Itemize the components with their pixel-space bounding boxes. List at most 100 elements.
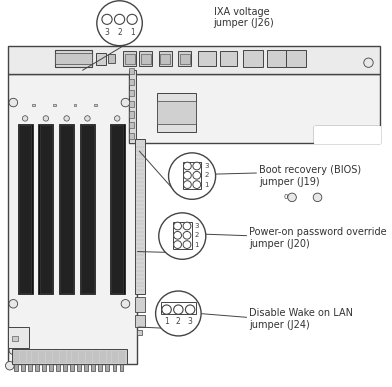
Bar <box>178 51 191 66</box>
Text: Boot recovery (BIOS)
jumper (J19): Boot recovery (BIOS) jumper (J19) <box>259 165 361 187</box>
Bar <box>135 315 145 327</box>
Text: 3: 3 <box>105 28 109 37</box>
Text: 2: 2 <box>117 28 122 37</box>
Bar <box>53 104 56 106</box>
Circle shape <box>193 171 201 179</box>
Circle shape <box>5 361 14 370</box>
Bar <box>183 162 201 189</box>
Circle shape <box>121 300 130 308</box>
Circle shape <box>183 222 191 230</box>
Circle shape <box>156 291 201 336</box>
Text: 1: 1 <box>164 317 169 326</box>
Text: 2: 2 <box>176 317 181 326</box>
Bar <box>157 101 196 124</box>
Bar <box>129 70 136 143</box>
Circle shape <box>102 14 112 24</box>
Circle shape <box>114 116 120 121</box>
Bar <box>220 51 237 66</box>
Bar <box>12 336 18 341</box>
Bar <box>267 50 286 67</box>
Circle shape <box>183 162 191 170</box>
Bar <box>198 51 216 66</box>
Text: 2: 2 <box>194 232 199 238</box>
Text: IXA voltage
jumper (J26): IXA voltage jumper (J26) <box>214 7 274 28</box>
Circle shape <box>193 181 201 188</box>
Text: Power-on password override
jumper (J20): Power-on password override jumper (J20) <box>249 227 387 249</box>
Bar <box>18 124 33 294</box>
Bar <box>19 125 31 293</box>
Circle shape <box>193 162 201 170</box>
Bar <box>139 51 152 66</box>
Text: Disable Wake on LAN
jumper (J24): Disable Wake on LAN jumper (J24) <box>249 308 353 330</box>
Circle shape <box>288 193 296 202</box>
Bar <box>129 74 380 143</box>
Bar <box>32 104 35 106</box>
Bar <box>8 46 380 74</box>
Bar <box>28 364 32 371</box>
Bar <box>63 364 67 371</box>
Bar <box>161 302 196 314</box>
Circle shape <box>183 241 191 248</box>
Bar <box>159 51 172 66</box>
Circle shape <box>169 153 216 199</box>
Bar <box>129 68 134 74</box>
Bar <box>137 330 142 335</box>
Bar <box>111 125 123 293</box>
Bar <box>113 364 116 371</box>
Circle shape <box>185 305 195 314</box>
Bar <box>135 297 145 312</box>
Circle shape <box>183 231 191 239</box>
Circle shape <box>159 213 206 259</box>
Circle shape <box>9 300 18 308</box>
Bar <box>84 364 88 371</box>
Bar <box>94 104 97 106</box>
Circle shape <box>364 58 373 67</box>
Bar <box>8 74 137 364</box>
Circle shape <box>85 116 90 121</box>
Bar <box>129 79 134 85</box>
Bar <box>180 54 190 64</box>
Bar <box>125 54 135 64</box>
Bar <box>80 124 95 294</box>
Bar <box>60 125 73 293</box>
Bar <box>21 364 25 371</box>
Bar <box>56 364 60 371</box>
Bar <box>243 50 263 67</box>
Bar <box>120 364 123 371</box>
Circle shape <box>121 98 130 107</box>
Bar <box>286 50 306 67</box>
Bar <box>129 133 134 139</box>
Text: 1: 1 <box>204 182 209 188</box>
Bar <box>129 101 134 107</box>
Bar <box>81 125 94 293</box>
Circle shape <box>22 116 28 121</box>
Bar <box>8 327 29 348</box>
Text: 2: 2 <box>204 172 209 178</box>
Bar <box>38 124 53 294</box>
Bar <box>42 364 46 371</box>
Bar <box>12 349 127 364</box>
Text: 3: 3 <box>188 317 192 326</box>
Bar <box>74 104 76 106</box>
Circle shape <box>174 241 181 248</box>
Bar <box>91 364 95 371</box>
Bar <box>135 139 145 294</box>
Text: 0: 0 <box>283 194 288 200</box>
Bar <box>129 111 134 118</box>
Circle shape <box>97 1 142 46</box>
Bar <box>98 364 102 371</box>
Circle shape <box>127 14 137 24</box>
Bar <box>108 54 115 63</box>
Text: 3: 3 <box>194 223 199 229</box>
Bar <box>70 364 74 371</box>
Circle shape <box>43 116 49 121</box>
Bar <box>123 51 136 66</box>
Bar <box>110 124 125 294</box>
Bar <box>96 53 106 65</box>
Bar <box>77 364 81 371</box>
Circle shape <box>9 346 18 354</box>
Circle shape <box>183 181 191 188</box>
Text: 1: 1 <box>194 241 199 248</box>
Bar <box>49 364 53 371</box>
Bar <box>129 122 134 128</box>
